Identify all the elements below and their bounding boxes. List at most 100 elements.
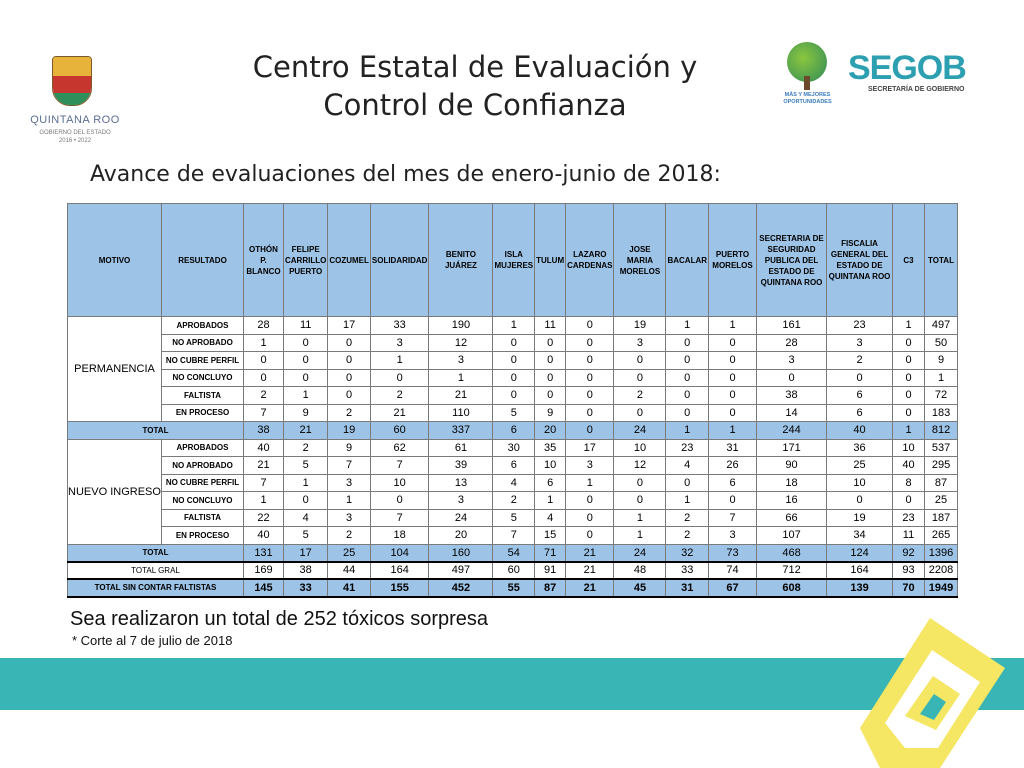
value-cell: 7 <box>243 403 284 422</box>
segob-subtitle: SECRETARÍA DE GOBIERNO <box>868 86 965 93</box>
total-value-cell: 20 <box>534 421 567 440</box>
value-cell: 1 <box>565 473 615 492</box>
column-header: COZUMEL <box>327 203 371 317</box>
decorative-band <box>0 658 1024 710</box>
evaluations-table: MOTIVO RESULTADO OTHÓN P. BLANCO FELIPE CAR… <box>67 203 959 598</box>
value-cell: 1 <box>613 508 667 527</box>
value-cell: 25 <box>924 491 959 510</box>
value-cell: 0 <box>613 368 667 387</box>
total-label: TOTAL <box>67 543 244 562</box>
value-cell: 6 <box>826 403 894 422</box>
value-cell: 28 <box>756 333 828 352</box>
value-cell: 0 <box>565 351 615 370</box>
value-cell: 2 <box>826 351 894 370</box>
total-value-cell: 40 <box>826 421 894 440</box>
value-cell: 0 <box>708 368 758 387</box>
value-cell: 0 <box>492 351 536 370</box>
value-cell: 4 <box>665 456 710 475</box>
value-cell: 0 <box>327 368 371 387</box>
value-cell: 0 <box>892 386 926 405</box>
value-cell: 4 <box>534 508 567 527</box>
value-cell: 0 <box>565 368 615 387</box>
total-value-cell: 468 <box>756 543 828 562</box>
logo-state-name: QUINTANA ROO <box>30 114 120 126</box>
value-cell: 183 <box>924 403 959 422</box>
value-cell: 25 <box>826 456 894 475</box>
value-cell: 5 <box>282 456 329 475</box>
value-cell: 161 <box>756 316 828 335</box>
total-value-cell: 21 <box>282 421 329 440</box>
total-value-cell: 21 <box>565 543 615 562</box>
total-value-cell: 71 <box>534 543 567 562</box>
group-total-row: TOTAL 38 21 19 60 337 6 20 0 24 1 1 244 40 1 812 <box>67 421 959 440</box>
resultado-cell: NO CONCLUYO <box>161 368 244 387</box>
total-gral-cell: 164 <box>826 560 894 580</box>
value-cell: 0 <box>534 333 567 352</box>
value-cell: 171 <box>756 438 828 457</box>
value-cell: 35 <box>534 438 567 457</box>
value-cell: 5 <box>492 403 536 422</box>
group-total-row: TOTAL 131 17 25 104 160 54 71 21 24 32 73 468 124 92 13… <box>67 543 959 562</box>
logo-state-sub: GOBIERNO DEL ESTADO <box>39 130 111 136</box>
value-cell: 1 <box>708 316 758 335</box>
column-header: TULUM <box>534 203 567 317</box>
value-cell: 1 <box>924 368 959 387</box>
total-gral-cell: 93 <box>892 560 926 580</box>
total-gral-cell: 712 <box>756 560 828 580</box>
value-cell: 3 <box>369 333 430 352</box>
value-cell: 110 <box>428 403 494 422</box>
table-row: EN PROCESO 7 9 2 21 110 5 9 0 0 0 0 14 6 0 183 <box>68 403 959 422</box>
value-cell: 1 <box>243 491 284 510</box>
value-cell: 187 <box>924 508 959 527</box>
value-cell: 0 <box>708 403 758 422</box>
column-header: ISLA MUJERES <box>492 203 536 317</box>
value-cell: 5 <box>282 526 329 545</box>
value-cell: 12 <box>428 333 494 352</box>
table-row: NUEVO INGRESO APROBADOS 40 2 9 62 61 30 35 17 10 23… <box>67 438 959 545</box>
value-cell: 6 <box>492 456 536 475</box>
value-cell: 2 <box>613 386 667 405</box>
title-line-2: Control de Confianza <box>323 88 627 122</box>
total-value-cell: 124 <box>826 543 894 562</box>
value-cell: 0 <box>756 368 828 387</box>
value-cell: 0 <box>492 333 536 352</box>
column-header: SECRETARIA DE SEGURIDAD PUBLICA DEL ESTA… <box>756 203 828 317</box>
value-cell: 2 <box>243 386 284 405</box>
value-cell: 3 <box>428 491 494 510</box>
value-cell: 0 <box>534 351 567 370</box>
total-sin-faltistas-cell: 41 <box>327 578 371 598</box>
column-header: RESULTADO <box>161 203 244 317</box>
value-cell: 0 <box>892 333 926 352</box>
value-cell: 0 <box>708 351 758 370</box>
value-cell: 0 <box>892 351 926 370</box>
total-gral-cell: 497 <box>428 560 494 580</box>
table-row: EN PROCESO 40 5 2 18 20 7 15 0 1 2 3 107 34 11 265 <box>68 526 959 545</box>
total-value-cell: 160 <box>428 543 494 562</box>
value-cell: 66 <box>756 508 828 527</box>
value-cell: 19 <box>826 508 894 527</box>
total-value-cell: 244 <box>756 421 828 440</box>
value-cell: 13 <box>428 473 494 492</box>
value-cell: 10 <box>826 473 894 492</box>
value-cell: 3 <box>327 473 371 492</box>
value-cell: 0 <box>565 403 615 422</box>
column-header: TOTAL <box>924 203 959 317</box>
state-shield-icon <box>52 56 92 106</box>
total-value-cell: 73 <box>708 543 758 562</box>
value-cell: 2 <box>369 386 430 405</box>
value-cell: 0 <box>282 491 329 510</box>
value-cell: 0 <box>892 368 926 387</box>
value-cell: 0 <box>665 386 710 405</box>
value-cell: 23 <box>665 438 710 457</box>
value-cell: 21 <box>369 403 430 422</box>
value-cell: 0 <box>665 403 710 422</box>
column-header: BENITO JUÁREZ <box>428 203 494 317</box>
value-cell: 265 <box>924 526 959 545</box>
resultado-cell: APROBADOS <box>161 438 244 457</box>
total-gral-cell: 60 <box>492 560 536 580</box>
value-cell: 3 <box>826 333 894 352</box>
value-cell: 1 <box>282 473 329 492</box>
value-cell: 107 <box>756 526 828 545</box>
value-cell: 40 <box>243 438 284 457</box>
value-cell: 0 <box>565 386 615 405</box>
